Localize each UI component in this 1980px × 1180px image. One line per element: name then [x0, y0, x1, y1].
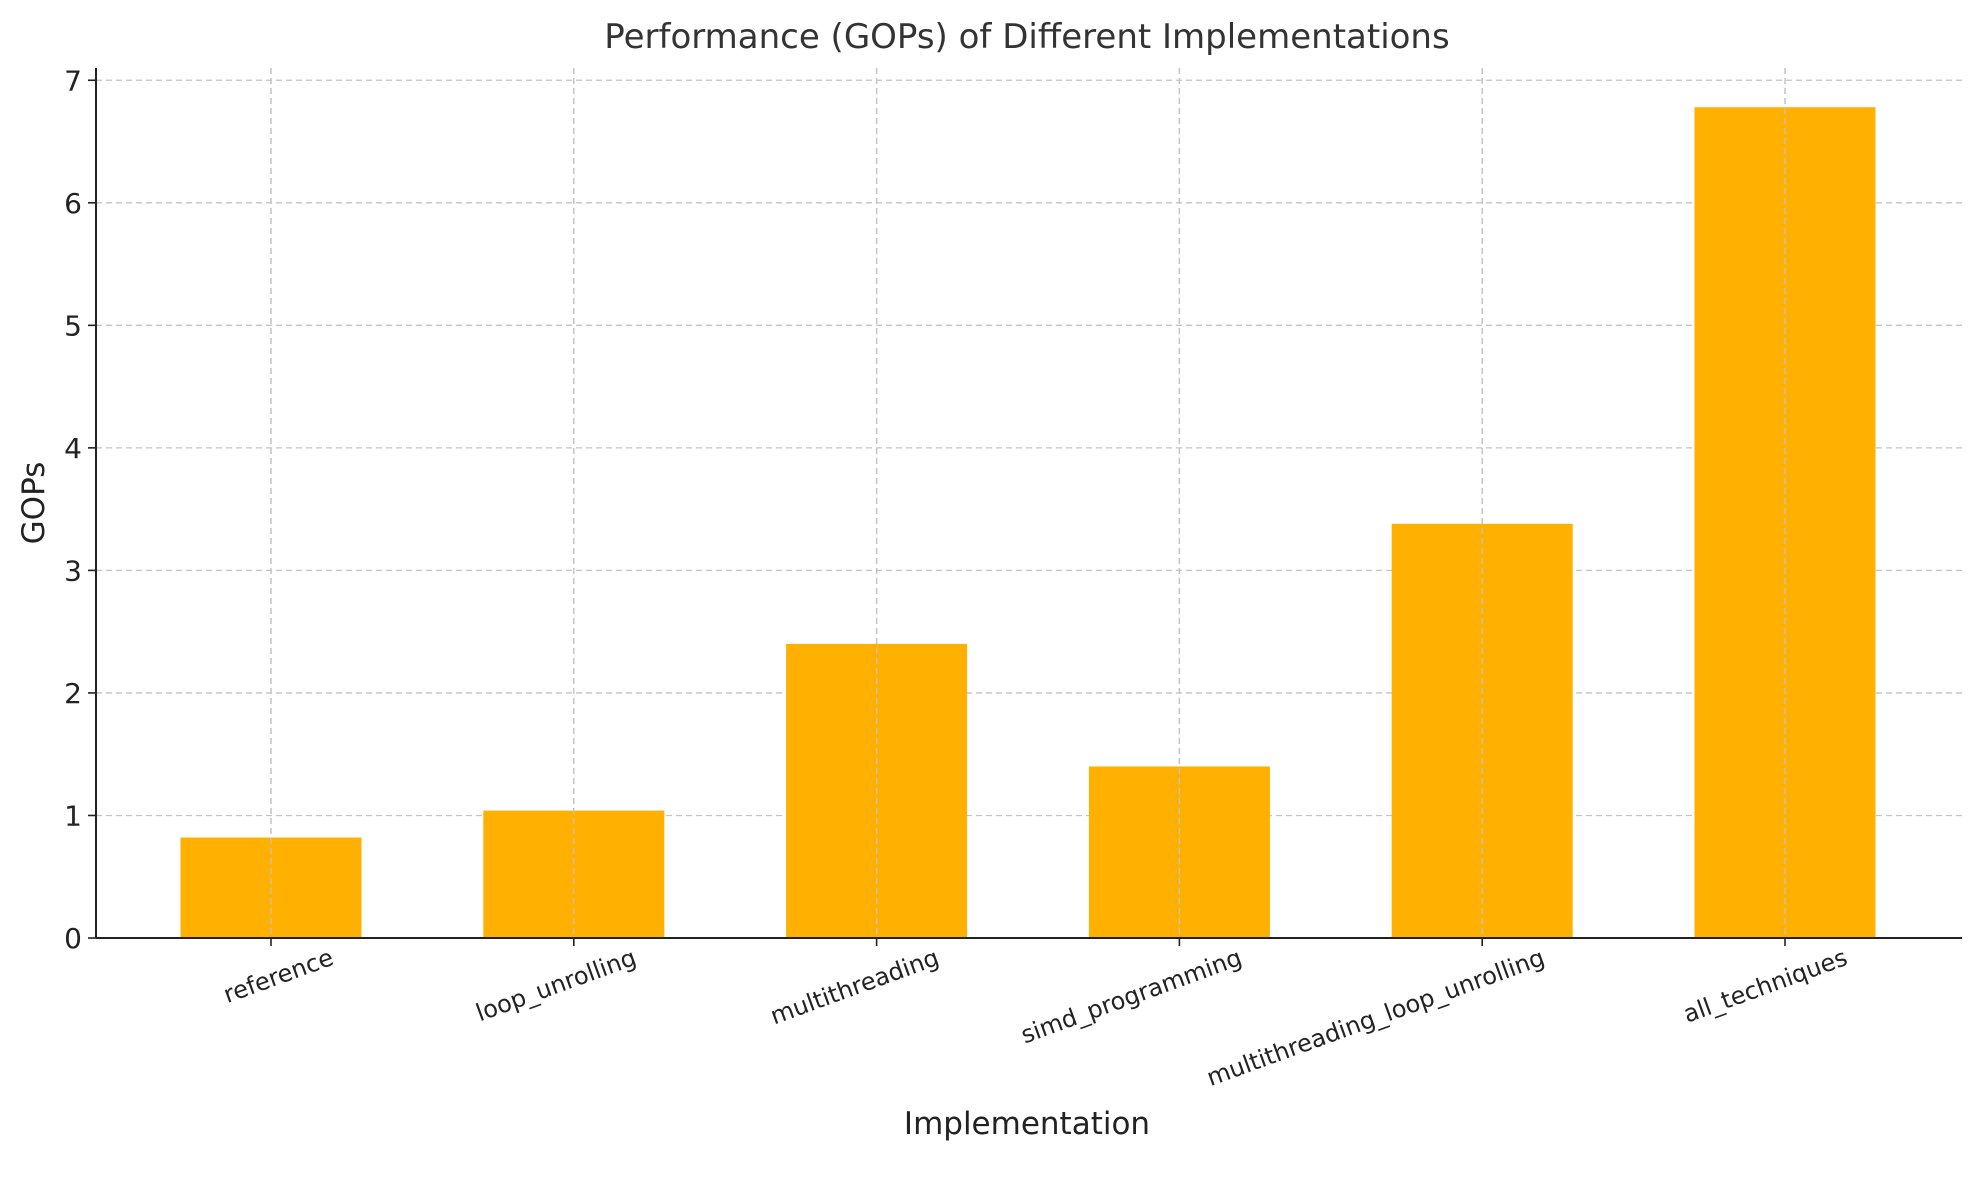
- x-tick-label: reference: [220, 943, 337, 1009]
- y-tick-label: 0: [64, 922, 82, 955]
- y-tick-label: 7: [64, 64, 82, 97]
- y-tick-label: 2: [64, 677, 82, 710]
- y-axis-label: GOPs: [16, 462, 52, 545]
- x-tick-label: loop_unrolling: [472, 943, 640, 1027]
- y-tick-label: 4: [64, 432, 82, 465]
- x-tick-label: simd_programming: [1017, 943, 1245, 1049]
- y-tick-label: 3: [64, 554, 82, 587]
- x-ticks: reference loop_unrolling multithreading sim…: [220, 938, 1851, 1092]
- y-ticks: 0 1 2 3 4 5 6 7: [64, 64, 96, 955]
- y-tick-label: 5: [64, 309, 82, 342]
- y-tick-label: 6: [64, 187, 82, 220]
- x-tick-label: multithreading_loop_unrolling: [1203, 943, 1548, 1092]
- chart-title: Performance (GOPs) of Different Implemen…: [604, 17, 1449, 57]
- x-axis-label: Implementation: [904, 1106, 1150, 1142]
- y-tick-label: 1: [64, 799, 82, 832]
- bars: [180, 68, 1876, 939]
- x-tick-label: multithreading: [767, 943, 943, 1030]
- axes: [95, 68, 1962, 939]
- x-tick-label: all_techniques: [1680, 943, 1851, 1028]
- grid-lines: [96, 68, 1962, 938]
